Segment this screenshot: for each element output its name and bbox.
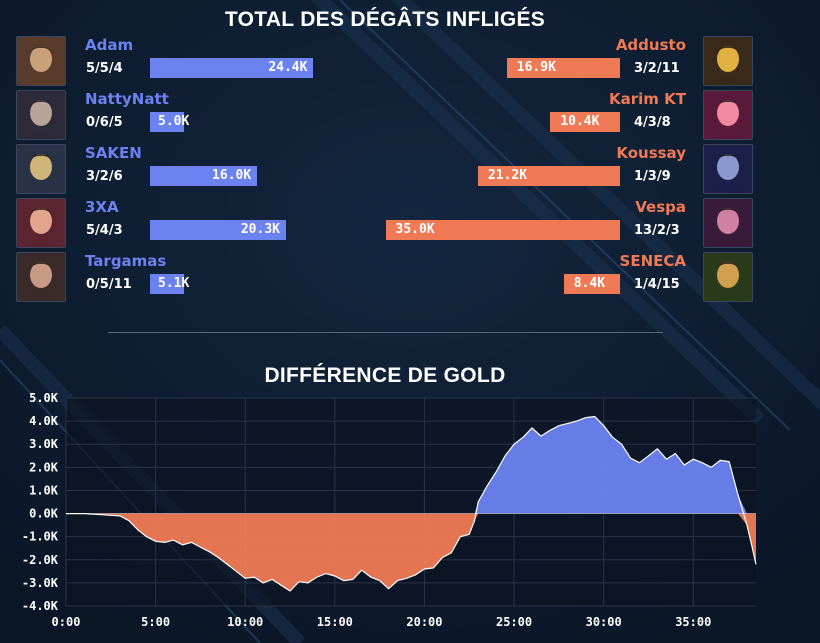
player-name: Vespa bbox=[635, 198, 686, 216]
kda-stat: 5/5/4 bbox=[86, 61, 123, 76]
player-name: NattyNatt bbox=[85, 90, 169, 108]
y-tick-label: -1.0K bbox=[22, 530, 59, 544]
red-player-row: Karim KT 4/3/8 10.4K bbox=[0, 90, 820, 144]
x-tick-label: 30:00 bbox=[586, 615, 622, 629]
champion-portrait bbox=[703, 198, 753, 248]
damage-title: TOTAL DES DÉGÂTS INFLIGÉS bbox=[224, 8, 546, 31]
x-tick-label: 35:00 bbox=[675, 615, 711, 629]
x-tick-label: 20:00 bbox=[406, 615, 442, 629]
gold-difference-line bbox=[66, 415, 757, 592]
player-name: Targamas bbox=[85, 252, 167, 270]
damage-value: 16.9K bbox=[516, 60, 556, 75]
player-name: SENECA bbox=[619, 252, 686, 270]
kda-stat: 3/2/11 bbox=[634, 61, 680, 76]
gold-lead-area-red bbox=[66, 513, 756, 591]
champion-portrait bbox=[703, 90, 753, 140]
damage-bar: 16.0K bbox=[150, 166, 258, 186]
red-player-row: Vespa 13/2/3 35.0K bbox=[0, 198, 820, 252]
champion-portrait bbox=[16, 198, 66, 248]
damage-bar: 16.9K bbox=[506, 58, 620, 78]
kda-stat: 5/4/3 bbox=[86, 223, 123, 238]
blue-player-row: 3XA 5/4/3 20.3K bbox=[0, 198, 820, 252]
blue-player-row: Targamas 0/5/11 5.1K bbox=[0, 252, 820, 306]
gold-chart-title: DIFFÉRENCE DE GOLD bbox=[264, 364, 506, 387]
damage-bar: 24.4K bbox=[150, 58, 314, 78]
damage-bar: 8.4K bbox=[563, 274, 620, 294]
y-tick-label: 5.0K bbox=[29, 391, 59, 405]
damage-bar: 10.4K bbox=[550, 112, 620, 132]
y-tick-label: 4.0K bbox=[29, 414, 59, 428]
x-tick-label: 15:00 bbox=[317, 615, 353, 629]
red-player-row: Koussay 1/3/9 21.2K bbox=[0, 144, 820, 198]
player-name: 3XA bbox=[85, 198, 119, 216]
y-tick-label: -2.0K bbox=[22, 553, 59, 567]
damage-value: 5.0K bbox=[158, 114, 190, 129]
blue-player-row: SAKEN 3/2/6 16.0K bbox=[0, 144, 820, 198]
y-tick-label: -3.0K bbox=[22, 576, 59, 590]
kda-stat: 0/5/11 bbox=[86, 277, 132, 292]
kda-stat: 3/2/6 bbox=[86, 169, 123, 184]
player-name: SAKEN bbox=[85, 144, 142, 162]
x-tick-label: 0:00 bbox=[52, 615, 81, 629]
damage-value: 20.3K bbox=[240, 222, 280, 237]
y-tick-label: -4.0K bbox=[22, 599, 59, 613]
damage-value: 24.4K bbox=[268, 60, 308, 75]
damage-bar: 5.0K bbox=[150, 112, 189, 132]
damage-value: 5.1K bbox=[158, 276, 190, 291]
damage-bar: 20.3K bbox=[150, 220, 286, 240]
section-divider bbox=[108, 332, 663, 333]
kda-stat: 1/4/15 bbox=[634, 277, 680, 292]
blue-player-row: NattyNatt 0/6/5 5.0K bbox=[0, 90, 820, 144]
kda-stat: 1/3/9 bbox=[634, 169, 671, 184]
damage-value: 8.4K bbox=[573, 276, 606, 291]
gold-lead-area-blue bbox=[66, 416, 756, 514]
x-tick-label: 10:00 bbox=[227, 615, 263, 629]
red-player-row: Addusto 3/2/11 16.9K bbox=[0, 36, 820, 90]
damage-value: 10.4K bbox=[560, 114, 600, 129]
kda-stat: 4/3/8 bbox=[634, 115, 671, 130]
y-tick-label: 1.0K bbox=[29, 483, 59, 497]
damage-value: 21.2K bbox=[487, 168, 528, 183]
gold-difference-chart: 5.0K 4.0K 3.0K 2.0K 1.0K 0.0K -1.0K -2.0K -3.0K -… bbox=[22, 391, 757, 629]
champion-portrait bbox=[703, 144, 753, 194]
kda-stat: 13/2/3 bbox=[634, 223, 680, 238]
player-name: Karim KT bbox=[609, 90, 686, 108]
x-tick-label: 25:00 bbox=[496, 615, 532, 629]
champion-portrait bbox=[16, 36, 66, 86]
player-name: Koussay bbox=[616, 144, 686, 162]
kda-stat: 0/6/5 bbox=[86, 115, 123, 130]
champion-portrait bbox=[703, 36, 753, 86]
damage-bar: 21.2K bbox=[477, 166, 620, 186]
damage-bar: 5.1K bbox=[150, 274, 189, 294]
damage-value: 16.0K bbox=[212, 168, 252, 183]
damage-bar: 35.0K bbox=[385, 220, 620, 240]
player-name: Addusto bbox=[615, 36, 686, 54]
champion-portrait bbox=[16, 144, 66, 194]
y-tick-label: 3.0K bbox=[29, 437, 59, 451]
champion-portrait bbox=[16, 252, 66, 302]
y-tick-label: 2.0K bbox=[29, 460, 59, 474]
champion-portrait bbox=[703, 252, 753, 302]
y-tick-label: 0.0K bbox=[29, 507, 59, 521]
damage-value: 35.0K bbox=[395, 222, 435, 237]
blue-player-row: Adam 5/5/4 24.4K bbox=[0, 36, 820, 90]
player-name: Adam bbox=[85, 36, 134, 54]
champion-portrait bbox=[16, 90, 66, 140]
x-tick-label: 5:00 bbox=[141, 615, 170, 629]
red-player-row: SENECA 1/4/15 8.4K bbox=[0, 252, 820, 306]
